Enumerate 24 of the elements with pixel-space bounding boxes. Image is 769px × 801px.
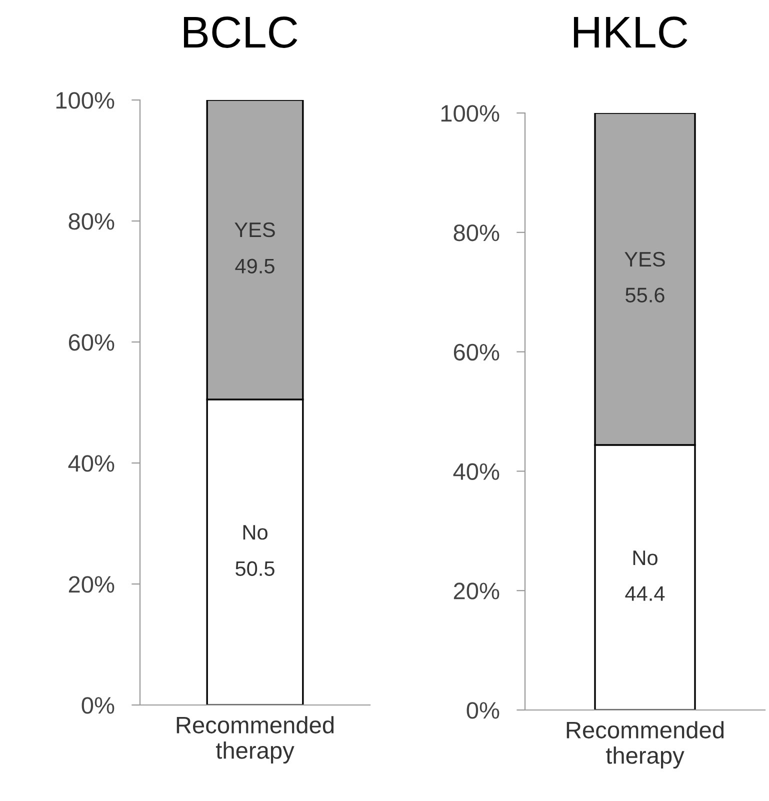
series-label: No [243, 525, 268, 540]
x-tick-label: Recommended therapy [566, 721, 724, 769]
y-tick-label: 40% [453, 463, 500, 480]
x-tick-label: Recommended therapy [176, 716, 334, 764]
data-label: 55.6 [626, 288, 664, 302]
y-tick-label: 80% [68, 213, 114, 230]
chart-title: BCLC [184, 16, 298, 48]
y-tick-label: 40% [68, 455, 114, 472]
series-label: YES [234, 222, 275, 238]
y-tick-label: 20% [68, 576, 114, 593]
y-tick-label: 60% [68, 334, 114, 351]
y-tick-label: 60% [454, 344, 500, 361]
series-label: YES [624, 252, 665, 267]
data-label: 49.5 [235, 258, 274, 274]
y-tick-label: 0% [466, 702, 500, 719]
y-tick-label: 100% [56, 92, 114, 109]
y-tick-label: 20% [454, 582, 500, 600]
series-label: No [633, 550, 658, 566]
data-label: 50.5 [236, 561, 274, 576]
data-label: 44.4 [625, 586, 665, 601]
y-tick-label: 0% [82, 697, 114, 714]
y-tick-label: 100% [441, 105, 500, 122]
chart-title: HKLC [574, 16, 688, 48]
y-tick-label: 80% [454, 224, 500, 242]
